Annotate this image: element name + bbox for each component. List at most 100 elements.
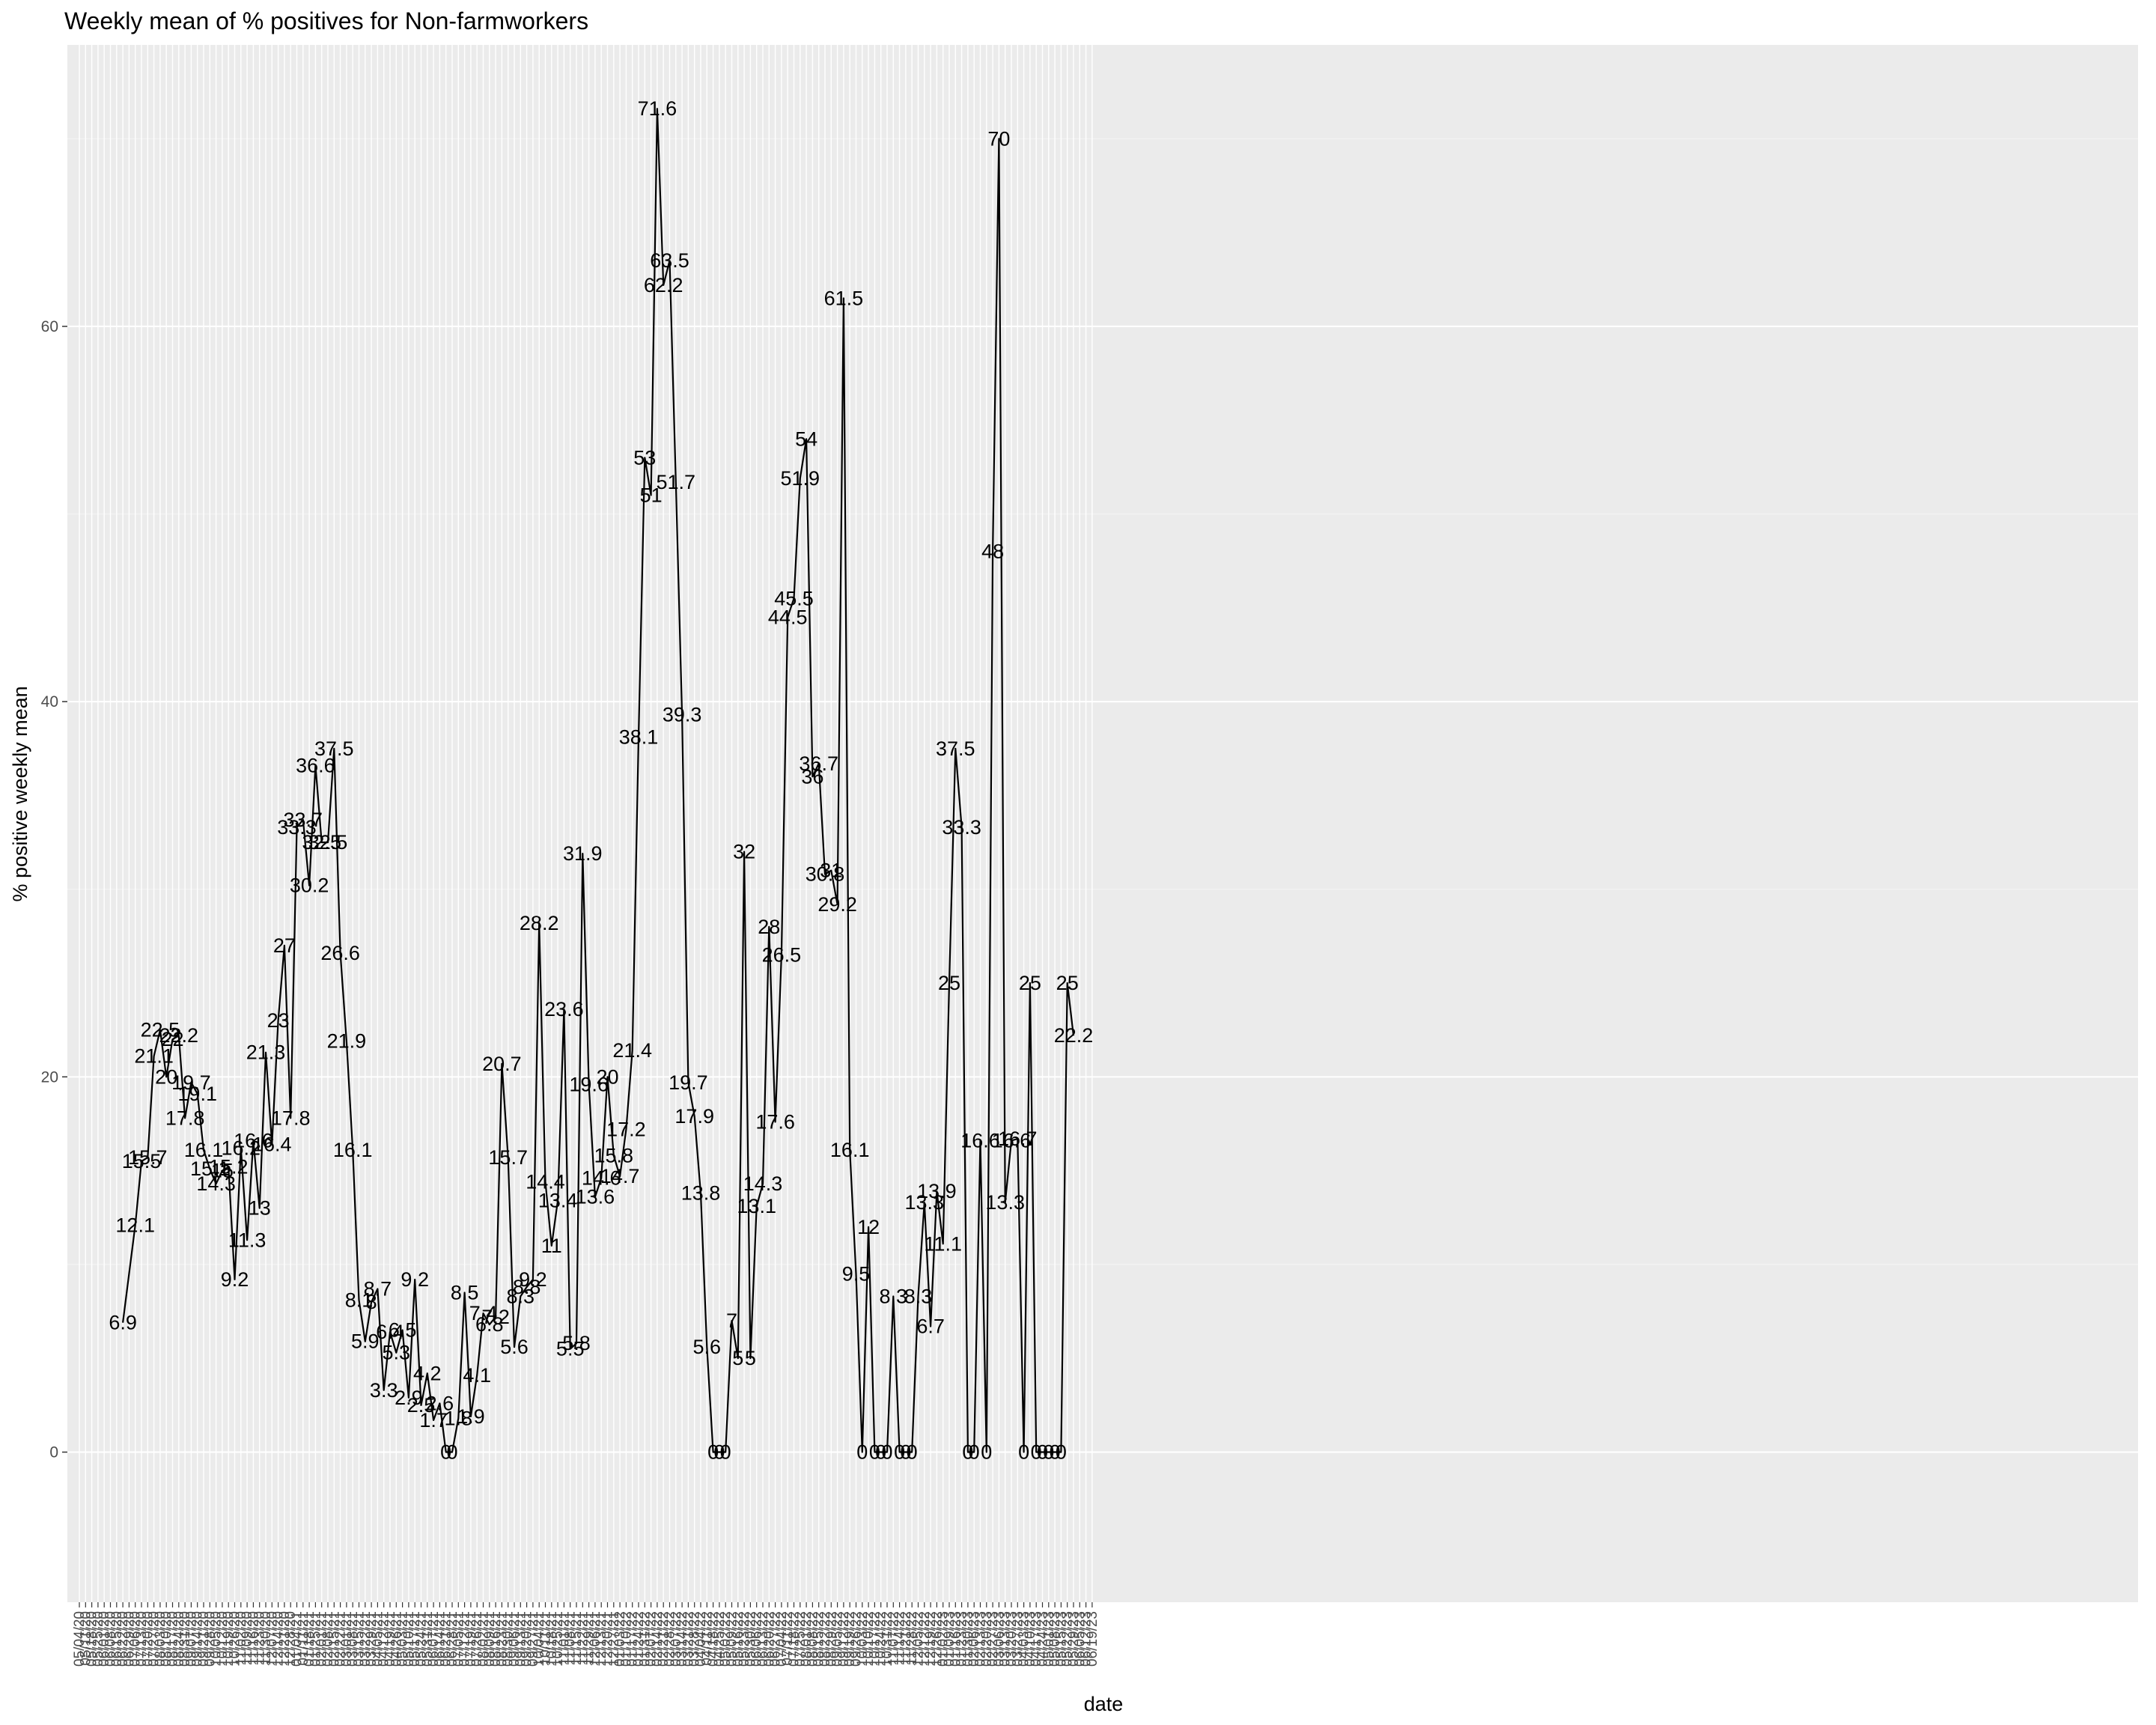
x-tick-label: 11/08/21: [563, 1611, 579, 1666]
x-tick-label: 04/11/22: [699, 1611, 715, 1666]
data-label: 16.7: [998, 1128, 1038, 1150]
data-label: 37.5: [936, 737, 975, 760]
x-tick-label: 03/14/22: [674, 1611, 690, 1667]
x-tick-label: 01/10/22: [618, 1611, 634, 1667]
data-label: 25: [1019, 972, 1041, 994]
data-label: 16.1: [333, 1139, 373, 1161]
x-tick-label: 05/24/21: [414, 1611, 430, 1667]
data-label: 6.9: [109, 1312, 137, 1334]
data-label: 31: [820, 860, 842, 882]
x-tick-label: 07/12/21: [457, 1611, 473, 1667]
x-tick-label: 08/17/20: [165, 1611, 181, 1667]
x-tick-label: 12/28/20: [283, 1611, 299, 1667]
x-tick-label: 02/20/23: [979, 1611, 995, 1667]
x-tick-label: 05/02/22: [718, 1611, 734, 1667]
data-label: 39.3: [663, 704, 702, 726]
x-tick-label: 05/03/21: [395, 1611, 411, 1667]
x-tick-label: 04/12/21: [377, 1611, 392, 1667]
data-label: 19.7: [669, 1071, 708, 1094]
data-label: 15: [211, 1160, 234, 1182]
x-tick-label: 05/08/23: [1047, 1611, 1063, 1667]
x-tick-label: 12/13/21: [594, 1611, 609, 1667]
data-label: 13.4: [538, 1190, 578, 1212]
x-tick-label: 06/06/22: [749, 1611, 765, 1667]
x-tick-label: 05/22/23: [1060, 1611, 1076, 1667]
x-tick-label: 12/12/22: [917, 1611, 933, 1667]
data-label: 37.5: [314, 737, 354, 760]
x-tick-label: 02/07/22: [644, 1611, 660, 1667]
x-tick-label: 05/04/20: [72, 1611, 88, 1667]
data-label: 19.7: [171, 1071, 211, 1094]
x-tick-label: 08/09/21: [482, 1611, 498, 1667]
x-tick-label: 05/10/21: [401, 1611, 417, 1667]
series-line-layer: [122, 108, 1075, 1453]
x-tick-label: 02/28/22: [663, 1611, 678, 1667]
x-tick-label: 05/30/22: [743, 1611, 758, 1667]
x-tick-label: 10/19/20: [221, 1611, 237, 1667]
data-label: 15.7: [488, 1146, 528, 1169]
x-tick-label: 08/23/21: [494, 1611, 510, 1667]
x-tick-label: 10/31/22: [880, 1611, 895, 1667]
x-tick-label: 07/19/21: [463, 1611, 479, 1667]
x-tick-label: 04/19/21: [383, 1611, 398, 1667]
data-label: 32: [733, 841, 755, 863]
x-tick-label: 06/12/23: [1079, 1611, 1094, 1667]
x-tick-label: 08/01/22: [799, 1611, 814, 1667]
data-label: 0: [875, 1441, 886, 1464]
data-label: 51.7: [657, 471, 696, 493]
x-tick-label: 04/04/22: [693, 1611, 709, 1667]
x-tick-label: 01/25/21: [308, 1611, 323, 1667]
data-label: 13.8: [681, 1182, 721, 1205]
data-label: 0: [440, 1441, 451, 1464]
data-label: 7.4: [469, 1302, 498, 1324]
x-tick-label: 09/27/21: [526, 1611, 541, 1667]
x-tick-label: 10/03/22: [855, 1611, 871, 1667]
x-tick-label: 04/05/21: [370, 1611, 386, 1667]
data-label: 22: [161, 1028, 183, 1050]
x-tick-label: 07/26/21: [469, 1611, 485, 1667]
x-tick-label: 05/29/23: [1066, 1611, 1082, 1667]
x-tick-label: 05/25/20: [91, 1611, 106, 1667]
data-label: 0: [1043, 1441, 1054, 1464]
data-label: 8.8: [513, 1276, 541, 1298]
data-label: 0: [981, 1441, 992, 1464]
x-tick-label: 03/21/22: [680, 1611, 696, 1667]
data-label: 17.8: [165, 1107, 205, 1129]
data-label: 8.3: [880, 1286, 908, 1308]
data-label: 21.4: [612, 1039, 652, 1062]
data-label: 25: [938, 972, 960, 994]
data-label: 36.7: [799, 752, 838, 775]
x-tick-label: 07/06/20: [128, 1611, 144, 1667]
x-tick-label: 10/04/21: [532, 1611, 547, 1667]
data-label: 8.3: [904, 1286, 933, 1308]
x-tick-label: 06/15/20: [109, 1611, 125, 1667]
data-label: 22.2: [159, 1024, 199, 1047]
x-tick-label: 02/13/23: [973, 1611, 989, 1667]
x-tick-label: 12/21/20: [277, 1611, 293, 1667]
data-label: 6.8: [475, 1313, 504, 1336]
series-line: [122, 108, 1075, 1453]
data-label: 3.3: [370, 1379, 398, 1402]
data-label: 0: [720, 1441, 731, 1464]
data-label: 13.3: [905, 1191, 945, 1214]
data-label: 45.5: [774, 587, 814, 609]
data-label: 48: [981, 541, 1004, 563]
x-tick-label: 06/13/22: [755, 1611, 771, 1667]
data-label: 0: [900, 1441, 911, 1464]
x-tick-label: 07/18/22: [787, 1611, 803, 1667]
data-label: 9.2: [221, 1268, 249, 1291]
x-tick-label: 12/26/22: [929, 1611, 945, 1667]
data-label: 63.5: [650, 249, 689, 272]
data-label: 30.8: [806, 863, 845, 886]
x-tick-label: 03/22/21: [358, 1611, 374, 1667]
x-tick-label: 02/21/22: [656, 1611, 672, 1667]
x-tick-label: 06/21/21: [439, 1611, 454, 1667]
data-label: 26.5: [762, 943, 802, 966]
data-label: 27: [273, 934, 296, 957]
x-tick-label: 04/03/23: [1017, 1611, 1032, 1667]
x-tick-label: 06/07/21: [426, 1611, 442, 1667]
x-tick-label: 04/25/22: [712, 1611, 728, 1667]
data-label: 0: [962, 1441, 973, 1464]
data-label: 17.2: [606, 1118, 646, 1140]
data-label: 0: [1018, 1441, 1029, 1464]
